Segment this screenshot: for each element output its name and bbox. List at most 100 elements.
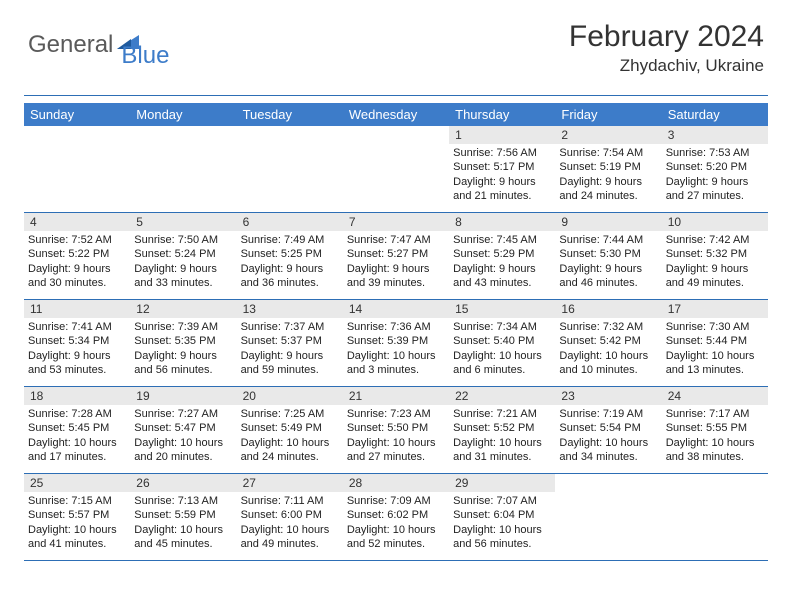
- day-number: 15: [449, 300, 555, 318]
- sunset-text: Sunset: 5:20 PM: [666, 160, 764, 174]
- daylight-text: Daylight: 10 hours and 27 minutes.: [347, 436, 445, 465]
- day-body: Sunrise: 7:21 AMSunset: 5:52 PMDaylight:…: [449, 405, 555, 468]
- day-cell: [662, 474, 768, 560]
- day-cell: [130, 126, 236, 212]
- header-right: February 2024 Zhydachiv, Ukraine: [569, 20, 764, 76]
- daylight-text: Daylight: 10 hours and 56 minutes.: [453, 523, 551, 552]
- logo-text-general: General: [28, 31, 113, 59]
- sunset-text: Sunset: 5:37 PM: [241, 334, 339, 348]
- week-row: 18Sunrise: 7:28 AMSunset: 5:45 PMDayligh…: [24, 387, 768, 474]
- week-row: 25Sunrise: 7:15 AMSunset: 5:57 PMDayligh…: [24, 474, 768, 561]
- location-text: Zhydachiv, Ukraine: [569, 56, 764, 76]
- daylight-text: Daylight: 9 hours and 56 minutes.: [134, 349, 232, 378]
- sunrise-text: Sunrise: 7:44 AM: [559, 233, 657, 247]
- empty-day-bar: [343, 126, 449, 144]
- day-header-cell: Sunday: [24, 103, 130, 126]
- week-row: 11Sunrise: 7:41 AMSunset: 5:34 PMDayligh…: [24, 300, 768, 387]
- daylight-text: Daylight: 9 hours and 49 minutes.: [666, 262, 764, 291]
- day-body: Sunrise: 7:42 AMSunset: 5:32 PMDaylight:…: [662, 231, 768, 294]
- day-number: 17: [662, 300, 768, 318]
- sunset-text: Sunset: 5:54 PM: [559, 421, 657, 435]
- day-cell: 10Sunrise: 7:42 AMSunset: 5:32 PMDayligh…: [662, 213, 768, 299]
- day-body: Sunrise: 7:50 AMSunset: 5:24 PMDaylight:…: [130, 231, 236, 294]
- day-number: 11: [24, 300, 130, 318]
- logo-text-blue: Blue: [121, 42, 169, 70]
- daylight-text: Daylight: 9 hours and 46 minutes.: [559, 262, 657, 291]
- day-number: 18: [24, 387, 130, 405]
- empty-day-bar: [555, 474, 661, 492]
- sunset-text: Sunset: 5:32 PM: [666, 247, 764, 261]
- day-number: 6: [237, 213, 343, 231]
- day-number: 26: [130, 474, 236, 492]
- sunrise-text: Sunrise: 7:49 AM: [241, 233, 339, 247]
- daylight-text: Daylight: 10 hours and 3 minutes.: [347, 349, 445, 378]
- empty-day-bar: [130, 126, 236, 144]
- empty-day-bar: [237, 126, 343, 144]
- day-number: 25: [24, 474, 130, 492]
- day-body: Sunrise: 7:27 AMSunset: 5:47 PMDaylight:…: [130, 405, 236, 468]
- daylight-text: Daylight: 10 hours and 31 minutes.: [453, 436, 551, 465]
- week-row: 1Sunrise: 7:56 AMSunset: 5:17 PMDaylight…: [24, 126, 768, 213]
- sunset-text: Sunset: 5:39 PM: [347, 334, 445, 348]
- sunrise-text: Sunrise: 7:07 AM: [453, 494, 551, 508]
- calendar: SundayMondayTuesdayWednesdayThursdayFrid…: [24, 103, 768, 561]
- sunrise-text: Sunrise: 7:42 AM: [666, 233, 764, 247]
- day-body: Sunrise: 7:13 AMSunset: 5:59 PMDaylight:…: [130, 492, 236, 555]
- day-header-cell: Saturday: [662, 103, 768, 126]
- sunrise-text: Sunrise: 7:09 AM: [347, 494, 445, 508]
- sunset-text: Sunset: 5:42 PM: [559, 334, 657, 348]
- daylight-text: Daylight: 9 hours and 59 minutes.: [241, 349, 339, 378]
- sunset-text: Sunset: 5:24 PM: [134, 247, 232, 261]
- sunrise-text: Sunrise: 7:37 AM: [241, 320, 339, 334]
- day-number: 9: [555, 213, 661, 231]
- day-header-cell: Tuesday: [237, 103, 343, 126]
- day-cell: 5Sunrise: 7:50 AMSunset: 5:24 PMDaylight…: [130, 213, 236, 299]
- sunrise-text: Sunrise: 7:30 AM: [666, 320, 764, 334]
- daylight-text: Daylight: 9 hours and 39 minutes.: [347, 262, 445, 291]
- day-header-row: SundayMondayTuesdayWednesdayThursdayFrid…: [24, 103, 768, 126]
- daylight-text: Daylight: 10 hours and 52 minutes.: [347, 523, 445, 552]
- sunset-text: Sunset: 5:29 PM: [453, 247, 551, 261]
- day-number: 29: [449, 474, 555, 492]
- day-cell: [555, 474, 661, 560]
- empty-day-bar: [662, 474, 768, 492]
- sunrise-text: Sunrise: 7:11 AM: [241, 494, 339, 508]
- sunset-text: Sunset: 6:04 PM: [453, 508, 551, 522]
- day-body: Sunrise: 7:19 AMSunset: 5:54 PMDaylight:…: [555, 405, 661, 468]
- day-number: 3: [662, 126, 768, 144]
- daylight-text: Daylight: 9 hours and 30 minutes.: [28, 262, 126, 291]
- sunrise-text: Sunrise: 7:25 AM: [241, 407, 339, 421]
- daylight-text: Daylight: 9 hours and 27 minutes.: [666, 175, 764, 204]
- sunrise-text: Sunrise: 7:32 AM: [559, 320, 657, 334]
- sunset-text: Sunset: 5:40 PM: [453, 334, 551, 348]
- sunset-text: Sunset: 5:34 PM: [28, 334, 126, 348]
- day-cell: 20Sunrise: 7:25 AMSunset: 5:49 PMDayligh…: [237, 387, 343, 473]
- day-body: Sunrise: 7:15 AMSunset: 5:57 PMDaylight:…: [24, 492, 130, 555]
- sunrise-text: Sunrise: 7:15 AM: [28, 494, 126, 508]
- top-rule: [24, 95, 768, 96]
- day-cell: 12Sunrise: 7:39 AMSunset: 5:35 PMDayligh…: [130, 300, 236, 386]
- sunrise-text: Sunrise: 7:19 AM: [559, 407, 657, 421]
- sunrise-text: Sunrise: 7:52 AM: [28, 233, 126, 247]
- day-body: Sunrise: 7:30 AMSunset: 5:44 PMDaylight:…: [662, 318, 768, 381]
- day-number: 19: [130, 387, 236, 405]
- day-body: Sunrise: 7:45 AMSunset: 5:29 PMDaylight:…: [449, 231, 555, 294]
- day-body: Sunrise: 7:34 AMSunset: 5:40 PMDaylight:…: [449, 318, 555, 381]
- daylight-text: Daylight: 10 hours and 38 minutes.: [666, 436, 764, 465]
- day-number: 16: [555, 300, 661, 318]
- day-cell: 16Sunrise: 7:32 AMSunset: 5:42 PMDayligh…: [555, 300, 661, 386]
- day-body: Sunrise: 7:49 AMSunset: 5:25 PMDaylight:…: [237, 231, 343, 294]
- sunrise-text: Sunrise: 7:17 AM: [666, 407, 764, 421]
- day-body: Sunrise: 7:36 AMSunset: 5:39 PMDaylight:…: [343, 318, 449, 381]
- day-body: Sunrise: 7:53 AMSunset: 5:20 PMDaylight:…: [662, 144, 768, 207]
- day-cell: 14Sunrise: 7:36 AMSunset: 5:39 PMDayligh…: [343, 300, 449, 386]
- day-body: Sunrise: 7:07 AMSunset: 6:04 PMDaylight:…: [449, 492, 555, 555]
- daylight-text: Daylight: 9 hours and 33 minutes.: [134, 262, 232, 291]
- sunrise-text: Sunrise: 7:27 AM: [134, 407, 232, 421]
- sunset-text: Sunset: 5:35 PM: [134, 334, 232, 348]
- sunset-text: Sunset: 5:45 PM: [28, 421, 126, 435]
- daylight-text: Daylight: 10 hours and 6 minutes.: [453, 349, 551, 378]
- weeks-container: 1Sunrise: 7:56 AMSunset: 5:17 PMDaylight…: [24, 126, 768, 561]
- day-body: Sunrise: 7:52 AMSunset: 5:22 PMDaylight:…: [24, 231, 130, 294]
- daylight-text: Daylight: 9 hours and 53 minutes.: [28, 349, 126, 378]
